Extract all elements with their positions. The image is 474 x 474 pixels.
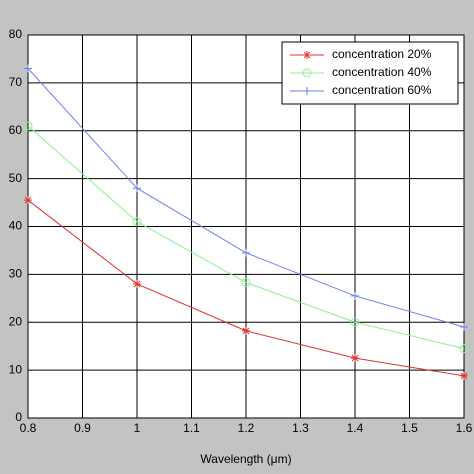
x-tick-label: 1.4 [347,421,364,435]
y-tick-label: 80 [9,27,23,41]
x-tick-label: 0.8 [20,421,37,435]
marker [351,291,359,300]
y-tick-label: 20 [9,314,23,328]
marker [242,248,250,257]
marker [24,64,32,73]
x-tick-label: 1.1 [183,421,200,435]
y-tick-label: 30 [9,267,23,281]
x-tick-label: 1 [134,421,141,435]
y-tick-label: 50 [9,171,23,185]
marker [23,121,33,131]
marker [350,317,360,327]
legend-label: concentration 60% [332,83,432,97]
x-tick-label: 0.9 [74,421,91,435]
marker [24,196,32,205]
y-tick-label: 10 [9,362,23,376]
y-tick-label: 60 [9,123,23,137]
marker [459,344,469,354]
x-axis-label: Wavelength (μm) [200,452,291,466]
marker [133,184,141,193]
y-tick-label: 40 [9,219,23,233]
legend-marker [302,68,312,78]
legend-label: concentration 20% [332,47,432,61]
x-tick-label: 1.6 [456,421,473,435]
legend-marker [303,51,311,59]
marker [132,217,142,227]
x-tick-label: 1.5 [401,421,418,435]
y-tick-label: 0 [15,410,22,424]
y-tick-label: 70 [9,75,23,89]
marker [241,278,251,288]
marker [460,323,468,332]
x-tick-label: 1.3 [292,421,309,435]
marker [351,354,359,363]
marker [460,371,468,380]
x-tick-label: 1.2 [238,421,255,435]
marker [133,279,141,288]
legend-marker [303,87,311,95]
marker [242,326,250,335]
plot-frame [27,34,465,419]
data-line [27,125,465,350]
legend-label: concentration 40% [332,65,432,79]
